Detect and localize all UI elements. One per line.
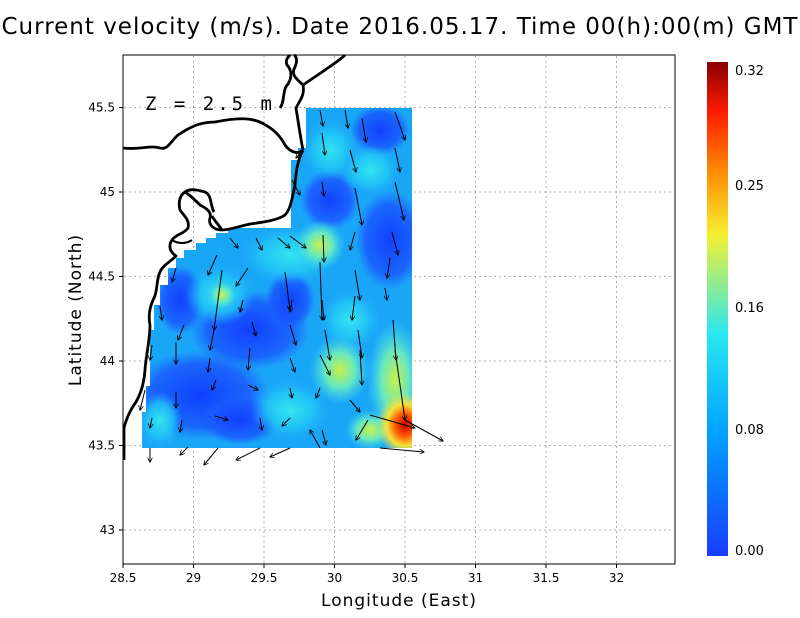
colorbar-tick-label: 0.32 [735,64,764,79]
x-tick-label: 30.5 [392,571,419,585]
velocity-arrow [240,299,243,312]
velocity-arrow [150,344,152,360]
velocity-arrow [356,419,369,440]
velocity-arrow [394,349,405,420]
x-tick-label: 31 [468,571,483,585]
velocity-arrow [291,179,300,195]
velocity-arrow [204,447,219,465]
x-tick-label: 31.5 [533,571,560,585]
velocity-arrow [284,271,290,310]
velocity-arrow [361,117,366,142]
velocity-arrow [324,329,330,360]
velocity-arrow [394,181,404,220]
velocity-arrow [210,329,215,350]
velocity-arrow [180,419,182,432]
y-tick-label: 45 [100,185,115,199]
velocity-arrow [385,287,387,300]
velocity-arrow [289,357,295,372]
velocity-arrow [208,254,218,275]
velocity-arrow [316,387,321,398]
velocity-arrow [354,187,362,225]
velocity-arrow [251,321,256,336]
velocity-arrow [282,417,291,426]
velocity-arrow [360,349,362,385]
velocity-arrow [404,419,443,441]
velocity-arrow [391,231,398,255]
colorbar-tick-label: 0.00 [735,544,764,559]
velocity-arrow [321,132,325,155]
x-tick-label: 30 [327,571,342,585]
x-tick-label: 32 [609,571,624,585]
y-tick-label: 43 [100,523,115,537]
velocity-arrow [379,447,424,452]
velocity-arrow [394,111,405,140]
colorbar-ticks: 0.00 0.08 0.16 0.25 0.32 [735,64,764,559]
velocity-arrow [236,447,261,460]
velocity-arrow [394,147,400,172]
velocity-arrow [349,399,360,412]
velocity-arrow [172,267,177,282]
velocity-arrow [323,234,324,262]
y-tick-label: 44 [100,354,115,368]
velocity-arrow [290,387,292,398]
velocity-arrow [178,324,185,340]
velocity-arrow [247,384,258,390]
colorbar [707,62,728,556]
velocity-arrow [322,299,324,320]
y-axis-ticks: 43 43.5 44 44.5 45 45.5 [88,101,123,537]
velocity-arrow [344,109,348,128]
velocity-arrow [320,261,322,320]
velocity-arrow [319,109,323,126]
velocity-arrow [214,269,223,330]
velocity-arrow [354,269,360,300]
velocity-arrow [260,417,262,430]
velocity-arrow [322,181,324,196]
x-tick-label: 28.5 [110,571,137,585]
velocity-arrow [236,267,249,286]
velocity-arrow [160,305,162,320]
velocity-arrow [310,430,321,449]
velocity-arrow [352,295,356,320]
velocity-arrow [140,389,146,410]
x-tick-label: 29.5 [251,571,278,585]
y-tick-label: 44.5 [88,270,115,284]
velocity-arrow [150,417,152,428]
velocity-arrow [349,149,356,172]
velocity-arrow [387,257,391,278]
velocity-arrow [255,237,262,250]
velocity-arrow [290,299,292,312]
velocity-arrow [289,324,296,345]
colorbar-tick-label: 0.16 [735,301,764,316]
colorbar-tick-label: 0.08 [735,423,764,438]
velocity-arrow [296,149,304,158]
coastline [122,53,346,460]
velocity-arrow [208,357,210,372]
velocity-arrow [289,235,306,248]
x-axis-ticks: 28.5 29 29.5 30 30.5 31 31.5 32 [110,564,624,585]
velocity-arrow [180,446,189,455]
x-tick-label: 29 [186,571,201,585]
velocity-arrow [319,354,330,375]
velocity-arrow [212,379,217,390]
chart-title: Current velocity (m/s). Date 2016.05.17.… [1,14,799,40]
y-tick-label: 45.5 [88,101,115,115]
current-arrows [140,109,443,465]
velocity-arrow [321,429,326,445]
velocity-arrow [270,447,291,457]
colorbar-tick-label: 0.25 [735,179,764,194]
y-axis-label: Latitude (North) [66,234,86,386]
y-tick-label: 43.5 [88,439,115,453]
x-axis-label: Longitude (East) [321,591,477,611]
velocity-arrow [248,347,250,370]
velocity-arrow [277,237,290,248]
velocity-arrow [350,231,356,250]
velocity-arrow [229,237,238,248]
velocity-arrow [357,329,362,358]
depth-label: Z = 2.5 m [145,93,275,115]
velocity-arrow [214,415,228,420]
velocity-arrow [369,414,415,428]
